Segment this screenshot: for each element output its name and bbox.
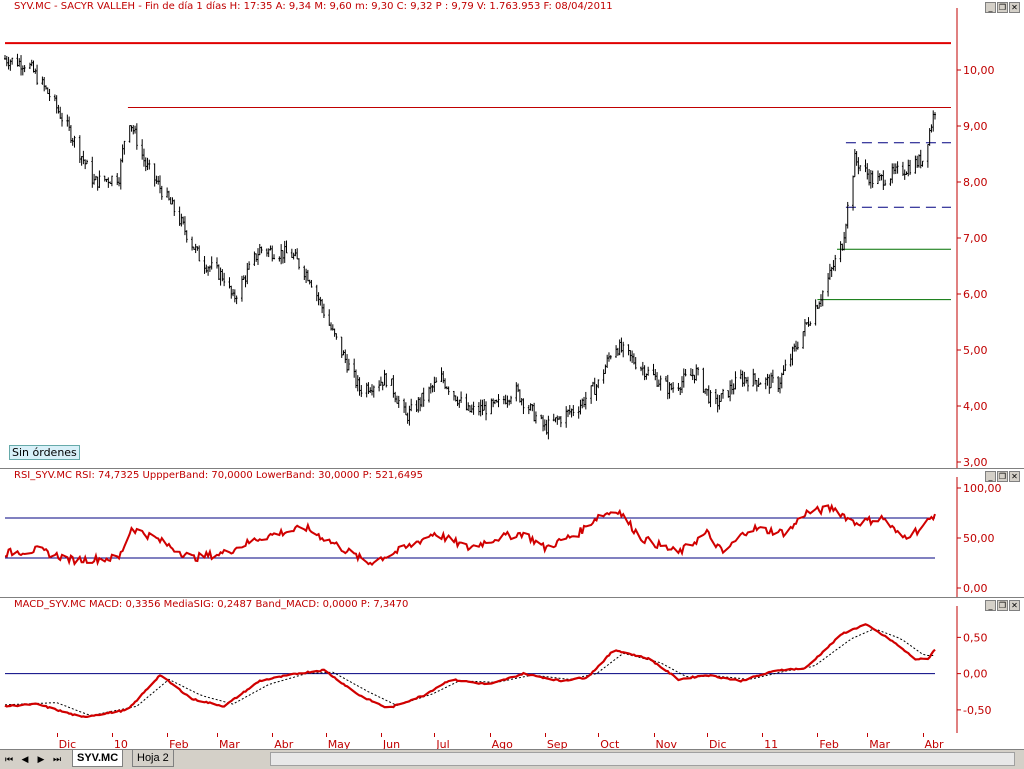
restore-button[interactable]: ❐	[997, 471, 1008, 482]
x-tick	[325, 733, 327, 737]
macd-chart[interactable]: 0,50 0,00 -0,50	[0, 598, 1024, 734]
x-tick-label: May	[327, 738, 351, 751]
x-tick-label: Ago	[491, 738, 513, 751]
x-tick-label: Mar	[219, 738, 240, 751]
x-tick-label: Jun	[382, 738, 401, 751]
x-tick	[434, 733, 436, 737]
x-tick-label: Sep	[546, 738, 568, 751]
rsi-ytick-label: 50,00	[963, 532, 995, 545]
x-tick	[380, 733, 382, 737]
x-tick-label: Abr	[924, 738, 944, 751]
x-tick-label: Feb	[169, 738, 189, 751]
rsi-window-buttons: _ ❐ ✕	[985, 471, 1020, 482]
price-ytick-label: 10,00	[963, 64, 995, 77]
x-tick-label: Abr	[274, 738, 294, 751]
close-button[interactable]: ✕	[1009, 471, 1020, 482]
x-tick	[489, 733, 491, 737]
price-ytick-label: 4,00	[963, 400, 988, 413]
rsi-pane-title: RSI_SYV.MC RSI: 74,7325 UppperBand: 70,0…	[14, 470, 423, 481]
price-pane[interactable]: SYV.MC - SACYR VALLEH - Fin de día 1 día…	[0, 0, 1024, 468]
x-tick	[544, 733, 546, 737]
tab-hoja-2[interactable]: Hoja 2	[132, 750, 174, 767]
close-button[interactable]: ✕	[1009, 600, 1020, 611]
price-pane-title: SYV.MC - SACYR VALLEH - Fin de día 1 día…	[14, 1, 613, 12]
x-tick	[922, 733, 924, 737]
rsi-ytick-label: 100,00	[963, 482, 1002, 495]
x-tick	[867, 733, 869, 737]
x-tick	[762, 733, 764, 737]
minimize-button[interactable]: _	[985, 2, 996, 13]
macd-ytick-label: 0,00	[963, 668, 988, 681]
last-sheet-icon[interactable]: ⏭	[52, 754, 62, 764]
price-ytick-label: 7,00	[963, 232, 988, 245]
price-ytick-label: 8,00	[963, 176, 988, 189]
x-tick	[706, 733, 708, 737]
first-sheet-icon[interactable]: ⏮	[4, 754, 14, 764]
x-tick-label: Nov	[655, 738, 677, 751]
rsi-ytick-label: 0,00	[963, 582, 988, 595]
close-button[interactable]: ✕	[1009, 2, 1020, 13]
price-ytick-label: 9,00	[963, 120, 988, 133]
x-tick	[272, 733, 274, 737]
rsi-pane[interactable]: RSI_SYV.MC RSI: 74,7325 UppperBand: 70,0…	[0, 468, 1024, 598]
x-tick-label: Jul	[436, 738, 450, 751]
price-ytick-label: 3,00	[963, 456, 988, 468]
macd-series-line	[4, 623, 936, 719]
macd-pane[interactable]: MACD_SYV.MC MACD: 0,3356 MediaSIG: 0,248…	[0, 597, 1024, 734]
tab-syv-mc[interactable]: SYV.MC	[72, 750, 124, 767]
x-tick-label: Dic	[58, 738, 77, 751]
macd-signal-line	[4, 628, 935, 716]
x-tick-label: 11	[764, 738, 779, 751]
x-tick	[56, 733, 58, 737]
prev-sheet-icon[interactable]: ◀	[21, 754, 29, 764]
orders-badge[interactable]: Sin órdenes	[9, 445, 80, 460]
price-window-buttons: _ ❐ ✕	[985, 2, 1020, 13]
x-tick	[817, 733, 819, 737]
x-axis: Dic 10 Feb Mar Abr May Jun Jul Ago Sep Oct Nov Dic 11…	[0, 733, 1024, 751]
x-tick	[217, 733, 218, 737]
restore-button[interactable]: ❐	[997, 600, 1008, 611]
restore-button[interactable]: ❐	[997, 2, 1008, 13]
macd-pane-title: MACD_SYV.MC MACD: 0,3356 MediaSIG: 0,248…	[14, 599, 409, 610]
price-ytick-label: 6,00	[963, 288, 988, 301]
macd-ytick-label: 0,50	[963, 631, 988, 644]
x-tick	[167, 733, 169, 737]
price-ytick-label: 5,00	[963, 344, 988, 357]
x-tick	[653, 733, 655, 737]
price-chart[interactable]: 10,00 9,00 8,00 7,00 6,00 5,00 4,00 3,00	[0, 0, 1024, 468]
rsi-series-line	[4, 503, 936, 567]
sheet-tab-bar: ⏮ ◀ ▶ ⏭ SYV.MC Hoja 2	[0, 749, 1024, 769]
macd-ytick-label: -0,50	[963, 704, 991, 717]
rsi-chart[interactable]: 100,00 50,00 0,00	[0, 469, 1024, 598]
x-tick-label: Dic	[708, 738, 727, 751]
x-tick-label: 10	[113, 738, 128, 751]
x-tick-label: Feb	[819, 738, 839, 751]
x-tick-label: Mar	[869, 738, 891, 751]
horizontal-scrollbar[interactable]	[270, 752, 1015, 766]
minimize-button[interactable]: _	[985, 600, 996, 611]
x-tick	[598, 733, 600, 737]
x-tick	[111, 733, 113, 737]
macd-window-buttons: _ ❐ ✕	[985, 600, 1020, 611]
minimize-button[interactable]: _	[985, 471, 996, 482]
next-sheet-icon[interactable]: ▶	[37, 754, 45, 764]
x-tick-label: Oct	[600, 738, 620, 751]
